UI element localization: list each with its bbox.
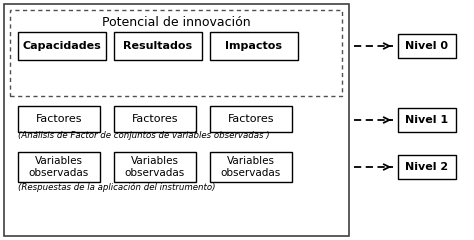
Text: Potencial de innovación: Potencial de innovación — [102, 16, 250, 29]
Text: Variables
observadas: Variables observadas — [29, 156, 89, 178]
Bar — [210, 32, 298, 60]
Bar — [114, 32, 202, 60]
Text: Nivel 0: Nivel 0 — [405, 41, 448, 51]
Bar — [114, 106, 196, 132]
Bar — [10, 10, 342, 96]
Text: Nivel 1: Nivel 1 — [405, 115, 448, 125]
Text: Variables
observadas: Variables observadas — [221, 156, 281, 178]
Text: Resultados: Resultados — [123, 41, 192, 51]
Bar — [398, 108, 456, 132]
Text: (Respuestas de la aplicación del instrumento): (Respuestas de la aplicación del instrum… — [18, 182, 216, 192]
Text: Capacidades: Capacidades — [23, 41, 101, 51]
Text: Variables
observadas: Variables observadas — [125, 156, 185, 178]
Text: Factores: Factores — [228, 114, 274, 124]
Bar — [114, 152, 196, 182]
Bar — [18, 106, 100, 132]
Text: Nivel 2: Nivel 2 — [405, 162, 448, 172]
Bar — [18, 32, 106, 60]
Bar — [210, 106, 292, 132]
Bar — [210, 152, 292, 182]
Bar — [4, 4, 349, 236]
Text: Factores: Factores — [132, 114, 178, 124]
Text: Factores: Factores — [36, 114, 82, 124]
Text: Impactos: Impactos — [226, 41, 283, 51]
Bar — [398, 34, 456, 58]
Bar — [18, 152, 100, 182]
Text: (Análisis de Factor de conjuntos de variables observadas ): (Análisis de Factor de conjuntos de vari… — [18, 132, 270, 140]
Bar — [398, 155, 456, 179]
